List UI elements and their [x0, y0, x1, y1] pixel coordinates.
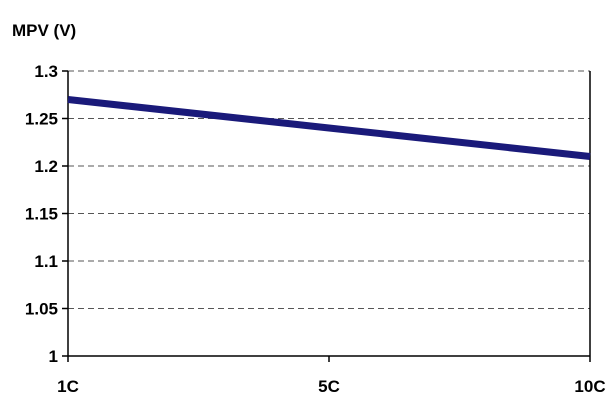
y-tick-label: 1.05	[25, 300, 58, 319]
axes	[62, 70, 591, 362]
series	[67, 96, 591, 160]
y-tick-label: 1.2	[34, 157, 58, 176]
x-tick-label: 10C	[574, 377, 605, 396]
y-tick-label: 1.15	[25, 205, 58, 224]
x-tick-label: 5C	[318, 377, 340, 396]
y-axis-title: MPV (V)	[12, 21, 76, 40]
y-tick-label: 1.25	[25, 110, 58, 129]
y-tick-label: 1.1	[34, 252, 58, 271]
y-tick-label: 1	[49, 347, 58, 366]
y-tick-label: 1.3	[34, 62, 58, 81]
x-tick-label: 1C	[57, 377, 79, 396]
series-line-0	[67, 96, 591, 160]
grid-lines	[68, 70, 590, 309]
tick-labels: 1 1.05 1.1 1.15 1.2 1.25 1.3 1C 5C 10C	[25, 62, 606, 396]
